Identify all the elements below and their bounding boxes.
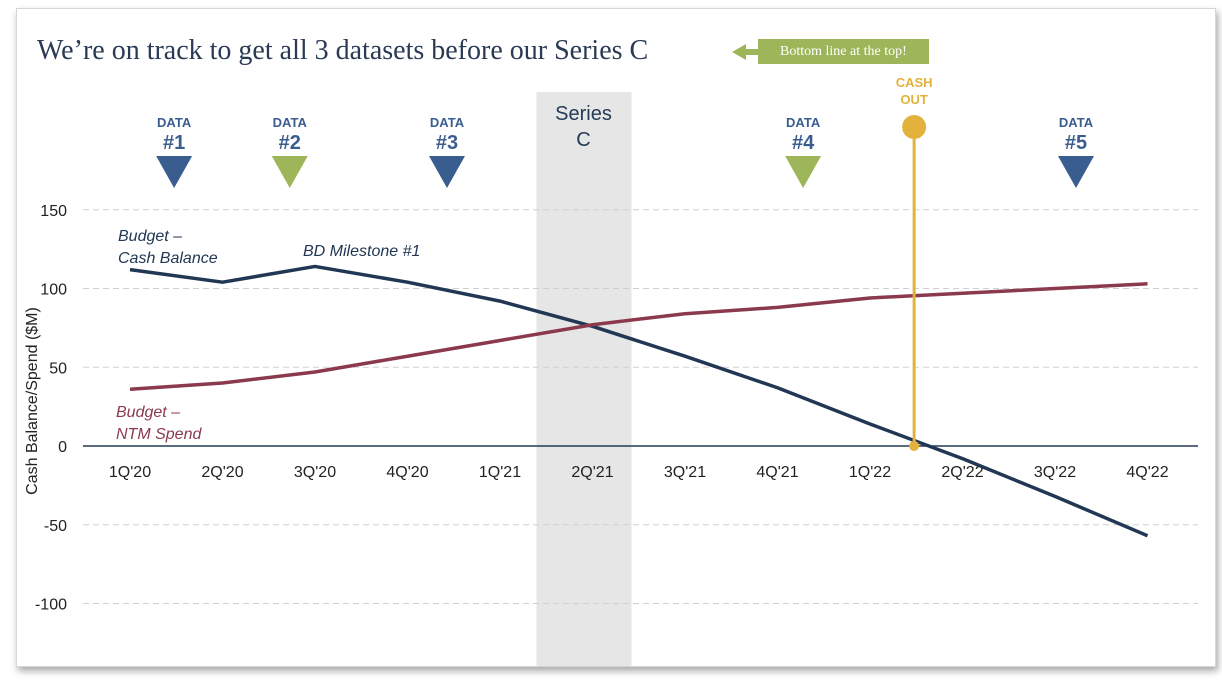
x-tick-label: 3Q'20 (294, 464, 336, 481)
x-tick-label: 3Q'21 (664, 464, 706, 481)
callout-stem (746, 48, 758, 55)
chart: 150 100 50 0 -50 -100 1Q'20 2Q'20 3Q'20 4Q'20 1Q'2… (24, 75, 1198, 666)
data-marker-triangle-icon (1058, 156, 1094, 188)
y-tick-label: 0 (58, 439, 67, 456)
ntm-spend-line (129, 282, 1148, 392)
data-marker-label: DATA (273, 115, 308, 130)
y-axis-label: Cash Balance/Spend ($M) (24, 307, 41, 495)
milestone-label: BD Milestone #1 (303, 243, 420, 260)
series-c-label-line1: Series (555, 103, 612, 125)
series-label-cash-line2: Cash Balance (118, 250, 218, 267)
series-c-label-line2: C (576, 129, 590, 151)
data-marker-label: DATA (157, 115, 192, 130)
x-tick-label: 1Q'20 (109, 464, 151, 481)
page-title: We’re on track to get all 3 datasets bef… (37, 35, 649, 66)
x-tick-label: 4Q'21 (756, 464, 798, 481)
callout: Bottom line at the top! (732, 39, 929, 64)
data-marker-number: #4 (792, 132, 815, 154)
data-marker-number: #2 (279, 132, 301, 154)
y-tick-label: -100 (35, 597, 67, 614)
data-marker-triangle-icon (156, 156, 193, 188)
series-label-spend-line2: NTM Spend (116, 426, 202, 443)
y-tick-label: -50 (44, 518, 67, 535)
data-marker-number: #3 (436, 132, 458, 154)
x-tick-label: 2Q'20 (201, 464, 243, 481)
slide: 150 100 50 0 -50 -100 1Q'20 2Q'20 3Q'20 4Q'20 1Q'2… (16, 8, 1216, 667)
cash-out-bottom-dot (909, 441, 920, 451)
cash-out-label-line2: OUT (900, 92, 928, 107)
callout-label: Bottom line at the top! (758, 39, 929, 64)
callout-arrow-icon (732, 43, 746, 60)
data-marker-triangle-icon (429, 156, 465, 188)
x-tick-label: 1Q'22 (849, 464, 891, 481)
data-marker-triangle-icon (271, 156, 308, 188)
data-marker-label: DATA (786, 115, 821, 130)
data-marker-triangle-icon (785, 156, 822, 188)
x-tick-label: 4Q'20 (386, 464, 428, 481)
cash-out-label-line1: CASH (896, 75, 933, 90)
data-marker-number: #1 (163, 132, 185, 154)
cash-balance-line (129, 264, 1149, 538)
data-marker-label: DATA (1059, 115, 1094, 130)
series-label-cash-line1: Budget – (118, 228, 182, 245)
series-label-spend-line1: Budget – (116, 404, 180, 421)
y-tick-label: 50 (49, 360, 67, 377)
y-tick-label: 100 (40, 282, 67, 299)
data-marker-label: DATA (430, 115, 465, 130)
x-tick-label: 4Q'22 (1126, 464, 1168, 481)
x-tick-label: 2Q'22 (941, 464, 983, 481)
x-tick-label: 2Q'21 (571, 464, 613, 481)
cash-out-top-dot (902, 115, 927, 139)
series-c-band (536, 92, 632, 666)
x-tick-label: 1Q'21 (479, 464, 521, 481)
data-marker-number: #5 (1065, 132, 1087, 154)
x-tick-label: 3Q'22 (1034, 464, 1076, 481)
y-tick-label: 150 (40, 203, 67, 220)
